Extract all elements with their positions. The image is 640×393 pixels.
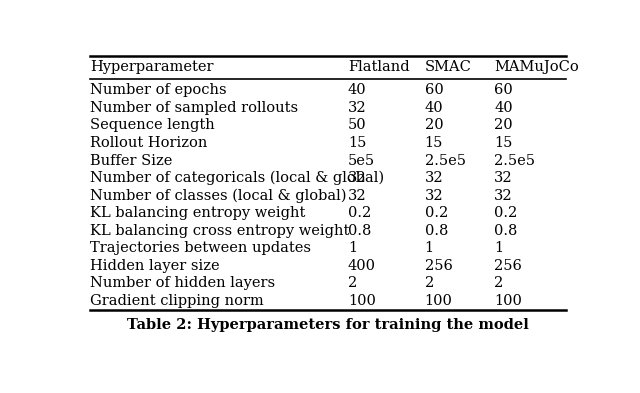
Text: Sequence length: Sequence length — [90, 118, 214, 132]
Text: Rollout Horizon: Rollout Horizon — [90, 136, 207, 150]
Text: 100: 100 — [494, 294, 522, 308]
Text: 32: 32 — [348, 171, 367, 185]
Text: 256: 256 — [425, 259, 452, 273]
Text: Table 2: Hyperparameters for training the model: Table 2: Hyperparameters for training th… — [127, 318, 529, 332]
Text: MAMuJoCo: MAMuJoCo — [494, 60, 579, 74]
Text: 40: 40 — [494, 101, 513, 115]
Text: 40: 40 — [425, 101, 444, 115]
Text: Buffer Size: Buffer Size — [90, 154, 172, 167]
Text: 1: 1 — [348, 241, 357, 255]
Text: 100: 100 — [348, 294, 376, 308]
Text: 15: 15 — [348, 136, 366, 150]
Text: 256: 256 — [494, 259, 522, 273]
Text: Hidden layer size: Hidden layer size — [90, 259, 220, 273]
Text: 5e5: 5e5 — [348, 154, 375, 167]
Text: Number of sampled rollouts: Number of sampled rollouts — [90, 101, 298, 115]
Text: 0.8: 0.8 — [425, 224, 448, 238]
Text: 32: 32 — [425, 171, 444, 185]
Text: Number of hidden layers: Number of hidden layers — [90, 276, 275, 290]
Text: Number of categoricals (local & global): Number of categoricals (local & global) — [90, 171, 384, 185]
Text: 1: 1 — [425, 241, 434, 255]
Text: 32: 32 — [425, 189, 444, 203]
Text: 15: 15 — [494, 136, 513, 150]
Text: KL balancing cross entropy weight: KL balancing cross entropy weight — [90, 224, 349, 238]
Text: KL balancing entropy weight: KL balancing entropy weight — [90, 206, 305, 220]
Text: 15: 15 — [425, 136, 443, 150]
Text: 0.2: 0.2 — [348, 206, 371, 220]
Text: 32: 32 — [348, 189, 367, 203]
Text: 60: 60 — [425, 83, 444, 97]
Text: Number of epochs: Number of epochs — [90, 83, 227, 97]
Text: 100: 100 — [425, 294, 452, 308]
Text: 2: 2 — [494, 276, 504, 290]
Text: Hyperparameter: Hyperparameter — [90, 60, 213, 74]
Text: Trajectories between updates: Trajectories between updates — [90, 241, 311, 255]
Text: Gradient clipping norm: Gradient clipping norm — [90, 294, 264, 308]
Text: 0.2: 0.2 — [425, 206, 448, 220]
Text: 1: 1 — [494, 241, 503, 255]
Text: Number of classes (local & global): Number of classes (local & global) — [90, 189, 346, 203]
Text: Flatland: Flatland — [348, 60, 410, 74]
Text: 0.8: 0.8 — [348, 224, 371, 238]
Text: 2: 2 — [425, 276, 434, 290]
Text: 0.2: 0.2 — [494, 206, 517, 220]
Text: 20: 20 — [425, 118, 444, 132]
Text: 20: 20 — [494, 118, 513, 132]
Text: 32: 32 — [494, 189, 513, 203]
Text: 400: 400 — [348, 259, 376, 273]
Text: SMAC: SMAC — [425, 60, 472, 74]
Text: 0.8: 0.8 — [494, 224, 518, 238]
Text: 2: 2 — [348, 276, 357, 290]
Text: 32: 32 — [348, 101, 367, 115]
Text: 32: 32 — [494, 171, 513, 185]
Text: 40: 40 — [348, 83, 367, 97]
Text: 2.5e5: 2.5e5 — [425, 154, 466, 167]
Text: 50: 50 — [348, 118, 367, 132]
Text: 2.5e5: 2.5e5 — [494, 154, 535, 167]
Text: 60: 60 — [494, 83, 513, 97]
